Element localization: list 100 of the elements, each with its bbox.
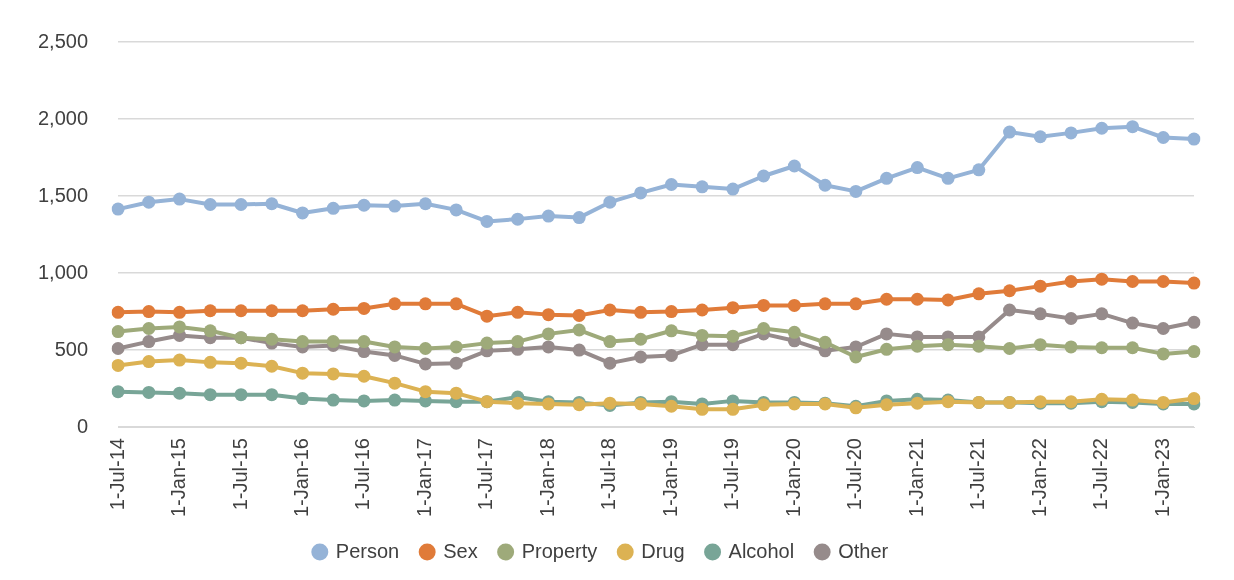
point <box>787 159 801 173</box>
point <box>695 402 709 416</box>
point <box>449 297 463 311</box>
point <box>1187 392 1201 406</box>
point <box>603 356 617 370</box>
point <box>880 398 894 412</box>
point <box>326 393 340 407</box>
point <box>664 399 678 413</box>
point <box>1095 272 1109 286</box>
point <box>726 301 740 315</box>
point <box>849 184 863 198</box>
point <box>849 297 863 311</box>
point <box>603 195 617 209</box>
x-tick-label: 1-Jul-21 <box>966 438 989 511</box>
x-tick-label: 1-Jul-14 <box>105 438 128 511</box>
point <box>326 201 340 215</box>
point <box>142 321 156 335</box>
legend-label: Sex <box>443 539 478 562</box>
point <box>910 292 924 306</box>
point <box>234 304 248 318</box>
point <box>203 198 217 211</box>
y-tick-label: 500 <box>54 337 89 360</box>
point <box>357 301 371 315</box>
point <box>296 335 309 349</box>
point <box>1095 341 1109 355</box>
legend-label: Person <box>335 539 400 562</box>
x-tick-label: 1-Jul-20 <box>843 438 866 511</box>
x-tick-label: 1-Jul-22 <box>1089 438 1112 511</box>
x-tick-label: 1-Jul-19 <box>720 438 743 511</box>
point <box>511 212 525 226</box>
point <box>695 328 709 342</box>
point <box>173 305 187 319</box>
point <box>388 393 402 407</box>
point <box>1156 321 1170 335</box>
point <box>480 336 494 350</box>
point <box>203 355 217 369</box>
point <box>418 385 432 399</box>
point <box>880 292 894 306</box>
point <box>541 327 555 341</box>
point <box>541 308 555 322</box>
point <box>1033 130 1047 144</box>
point <box>1033 307 1047 321</box>
point <box>572 308 586 322</box>
point <box>173 353 187 367</box>
point <box>1064 275 1078 289</box>
point <box>818 297 832 311</box>
y-tick-label: 1,500 <box>37 183 89 206</box>
point <box>449 340 463 354</box>
x-tick-label: 1-Jul-16 <box>351 438 374 511</box>
point <box>480 214 494 228</box>
point <box>1126 275 1140 289</box>
point <box>388 376 402 390</box>
point <box>326 302 340 316</box>
point <box>1095 121 1109 135</box>
point <box>449 356 463 370</box>
point <box>910 161 924 175</box>
point <box>1156 347 1170 361</box>
point <box>111 342 125 356</box>
point <box>818 178 832 192</box>
point <box>388 340 402 354</box>
point <box>203 324 217 338</box>
point <box>234 356 248 370</box>
point <box>296 392 309 406</box>
point <box>449 203 463 217</box>
x-tick-label: 1-Jan-20 <box>781 438 804 517</box>
point <box>511 305 525 319</box>
point <box>910 339 924 353</box>
point <box>142 355 156 369</box>
legend-label: Other <box>838 539 889 562</box>
point <box>265 304 279 318</box>
point <box>357 198 371 212</box>
point <box>757 321 771 335</box>
point <box>1126 316 1140 330</box>
point <box>111 358 125 372</box>
point <box>142 305 156 319</box>
point <box>296 206 309 220</box>
point <box>296 304 309 318</box>
point <box>972 163 986 177</box>
point <box>173 192 187 206</box>
point <box>265 332 279 346</box>
point <box>1156 275 1170 289</box>
point <box>941 338 955 352</box>
point <box>880 171 894 185</box>
point <box>634 332 648 346</box>
point <box>572 343 586 357</box>
point <box>572 323 586 337</box>
point <box>1003 342 1017 356</box>
x-tick-label: 1-Jan-15 <box>167 438 190 517</box>
point <box>234 198 248 211</box>
point <box>1064 340 1078 354</box>
point <box>111 385 125 399</box>
x-tick-label: 1-Jan-19 <box>658 438 681 517</box>
point <box>418 357 432 371</box>
point <box>1033 338 1047 352</box>
point <box>634 305 648 319</box>
point <box>357 335 371 349</box>
x-tick-label: 1-Jul-15 <box>228 438 251 511</box>
point <box>111 305 125 319</box>
point <box>695 303 709 317</box>
point <box>1126 120 1140 134</box>
